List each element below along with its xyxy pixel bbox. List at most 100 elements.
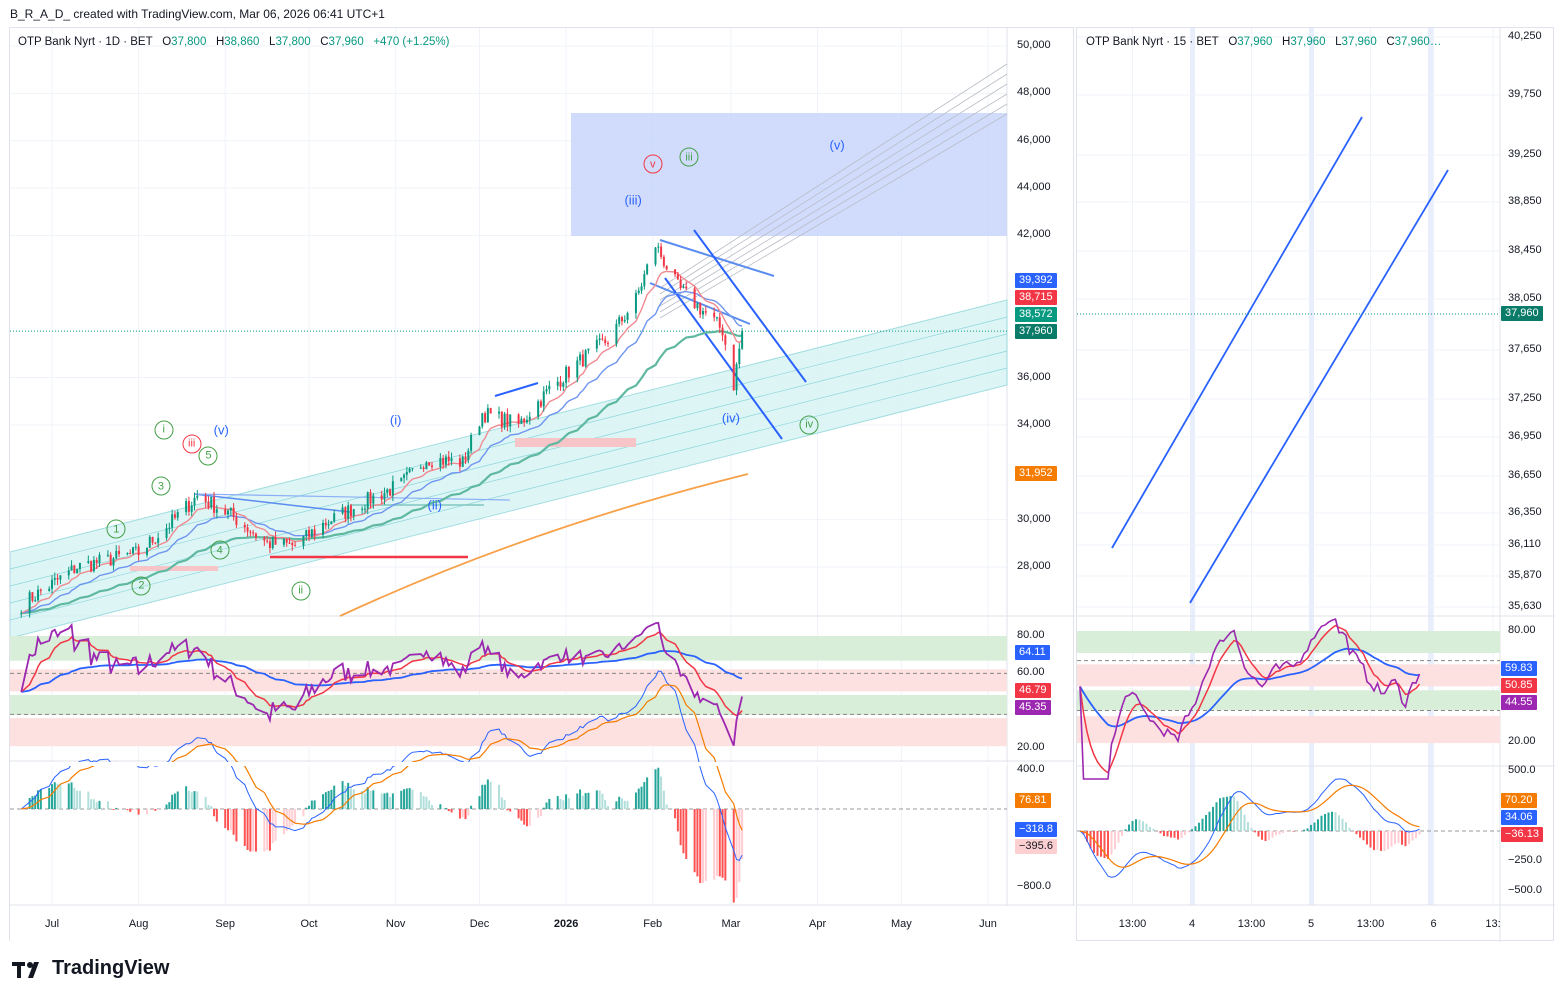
macd-histogram-bar (126, 809, 129, 811)
candle (665, 265, 668, 270)
candle (595, 340, 598, 349)
fan-line (659, 93, 1008, 307)
candle (109, 554, 112, 566)
candle (620, 317, 623, 322)
candle (623, 319, 626, 322)
macd-histogram-bar (738, 809, 741, 883)
candle (333, 513, 336, 522)
rsi-axis-label: 20.00 (1017, 741, 1045, 754)
candle (567, 366, 570, 378)
macd-histogram-bar (1411, 831, 1414, 841)
macd-histogram-bar (1282, 831, 1284, 833)
macd-histogram-bar (254, 809, 257, 852)
macd-histogram-bar (1383, 831, 1386, 851)
candle (235, 516, 238, 525)
macd-histogram-bar (76, 790, 79, 809)
macd-histogram-bar (640, 786, 643, 809)
macd-histogram-bar (330, 789, 333, 809)
daily-legend: OTP Bank Nyrt · 1D · BET O37,800 H38,860… (18, 36, 449, 48)
macd-histogram-bar (235, 809, 238, 842)
macd-histogram-bar (741, 809, 744, 859)
trendline (193, 493, 351, 513)
macd-histogram-bar (732, 809, 735, 903)
candle (467, 450, 470, 461)
wave-label: iii (182, 434, 202, 454)
candle (254, 533, 257, 538)
candle (227, 510, 230, 515)
macd-histogram-bar (439, 804, 442, 809)
time-axis-label: May (890, 918, 912, 930)
macd-histogram-bar (1369, 831, 1372, 848)
macd-histogram-bar (607, 806, 610, 809)
macd-histogram-bar (537, 809, 540, 818)
macd-histogram-bar (1271, 831, 1274, 838)
channel-upper (1111, 116, 1363, 549)
low-value: 37,960 (1341, 36, 1377, 48)
time-axis-label: Feb (643, 918, 663, 930)
intraday-chart-panel[interactable]: OTP Bank Nyrt · 15 · BET O37,960 H37,960… (1076, 27, 1555, 942)
macd-histogram-bar (1191, 829, 1193, 831)
candle (132, 547, 135, 554)
candle (59, 575, 62, 580)
macd-histogram-bar (344, 785, 347, 809)
macd-histogram-bar (266, 809, 269, 851)
macd-histogram-bar (137, 809, 140, 815)
macd-histogram-bar (1404, 831, 1407, 847)
candle (148, 536, 151, 548)
macd-histogram-bar (215, 809, 218, 822)
intraday-chart-canvas[interactable] (1077, 28, 1555, 942)
macd-tag: −36.13 (1501, 827, 1543, 842)
macd-histogram-bar (1366, 831, 1368, 845)
macd-histogram-bar (419, 792, 422, 809)
macd-histogram-bar (1138, 819, 1141, 831)
wedge-line (664, 277, 783, 440)
channel-line (10, 367, 1008, 621)
daily-chart-panel[interactable]: OTP Bank Nyrt · 1D · BET O37,800 H38,860… (9, 27, 1075, 942)
macd-histogram-bar (73, 787, 76, 809)
rsi-tag: 44.55 (1501, 695, 1537, 710)
candle (48, 588, 51, 592)
candle (657, 246, 660, 248)
macd-histogram-bar (464, 809, 467, 820)
candle (419, 467, 422, 469)
candle (607, 343, 610, 345)
candle (682, 286, 685, 288)
close-label: C (1386, 36, 1395, 48)
macd-histogram-bar (408, 788, 411, 809)
fan-line (659, 103, 1008, 313)
rsi-tag: 59.83 (1501, 661, 1537, 676)
candle (282, 538, 285, 545)
candle (576, 360, 579, 378)
wave-label: 5 (198, 446, 218, 466)
wave-label: ii (291, 581, 311, 601)
tradingview-logo[interactable]: TradingView (12, 957, 169, 980)
macd-histogram-bar (59, 784, 62, 809)
candle (506, 413, 509, 427)
macd-histogram-bar (525, 809, 528, 827)
open-value: 37,800 (171, 36, 207, 48)
macd-histogram-bar (1124, 829, 1127, 831)
candle (403, 474, 406, 478)
candle (344, 507, 347, 519)
daily-chart-canvas[interactable] (10, 28, 1075, 942)
candle (361, 508, 364, 510)
wave-label: i (154, 420, 174, 440)
time-axis-label: 5 (1307, 918, 1315, 930)
rsi-tag: 46.79 (1015, 683, 1051, 698)
macd-histogram-bar (615, 801, 618, 809)
candle (347, 505, 350, 519)
candle (587, 348, 590, 351)
candle (176, 512, 179, 518)
macd-histogram-bar (693, 809, 696, 873)
candle (288, 542, 291, 544)
candle (391, 481, 394, 496)
candle (738, 348, 741, 365)
macd-histogram-bar (1348, 827, 1351, 831)
rsi-tag: 50.85 (1501, 678, 1537, 693)
rsi-zone-green (10, 636, 1007, 661)
macd-histogram-bar (327, 791, 330, 809)
macd-histogram-bar (106, 801, 109, 809)
macd-histogram-bar (1320, 815, 1323, 831)
macd-histogram-bar (618, 796, 621, 809)
candle (349, 505, 352, 517)
